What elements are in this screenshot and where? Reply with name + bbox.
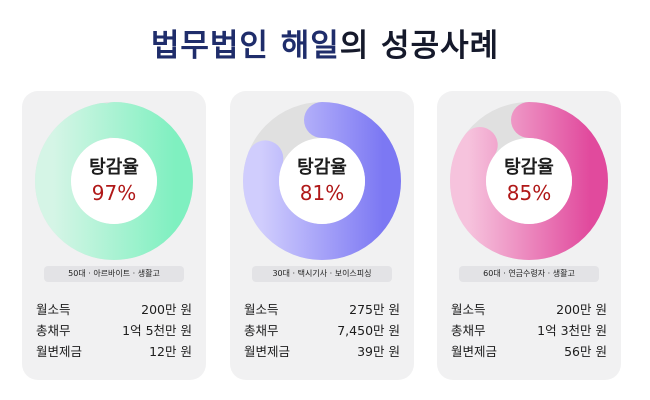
stat-label: 월변제금 xyxy=(244,344,291,359)
case-card-3: 탕감율 85% 60대 · 연금수령자 · 생활고 월소득 200만 원 총채무… xyxy=(437,91,621,380)
donut-center xyxy=(279,138,365,224)
stat-row-monthly-payment: 월변제금 12만 원 xyxy=(36,341,192,362)
stat-row-monthly-payment: 월변제금 56만 원 xyxy=(451,341,607,362)
case-stats: 월소득 275만 원 총채무 7,450만 원 월변제금 39만 원 xyxy=(244,299,400,362)
stat-label: 총채무 xyxy=(36,323,71,338)
donut-chart xyxy=(243,102,401,260)
stat-label: 월소득 xyxy=(451,302,486,317)
stat-label: 월변제금 xyxy=(36,344,83,359)
donut-chart xyxy=(35,102,193,260)
stat-label: 월소득 xyxy=(36,302,71,317)
title-suffix: 의 성공사례 xyxy=(339,28,500,64)
stat-value: 200만 원 xyxy=(556,302,607,317)
page-title: 법무법인 해일의 성공사례 xyxy=(0,20,650,65)
stat-value: 39만 원 xyxy=(357,344,400,359)
stat-row-monthly-income: 월소득 275만 원 xyxy=(244,299,400,320)
donut-center xyxy=(71,138,157,224)
reduction-rate-value: 81% xyxy=(299,181,345,205)
stat-value: 7,450만 원 xyxy=(337,323,400,338)
reduction-rate-value: 85% xyxy=(506,181,552,205)
reduction-rate-label: 탕감율 xyxy=(504,157,554,178)
stat-row-total-debt: 총채무 1억 5천만 원 xyxy=(36,320,192,341)
donut-center xyxy=(486,138,572,224)
donut-arc xyxy=(243,102,401,260)
stat-label: 월소득 xyxy=(244,302,279,317)
stat-row-total-debt: 총채무 7,450만 원 xyxy=(244,320,400,341)
stat-row-total-debt: 총채무 1억 3천만 원 xyxy=(451,320,607,341)
case-tag: 50대 · 아르바이트 · 생활고 xyxy=(44,266,184,282)
title-firm-name: 법무법인 해일 xyxy=(150,28,340,64)
case-tag: 60대 · 연금수령자 · 생활고 xyxy=(459,266,599,282)
case-card-1: 탕감율 97% 50대 · 아르바이트 · 생활고 월소득 200만 원 총채무… xyxy=(22,91,206,380)
donut-chart xyxy=(450,102,608,260)
stat-row-monthly-income: 월소득 200만 원 xyxy=(451,299,607,320)
case-stats: 월소득 200만 원 총채무 1억 5천만 원 월변제금 12만 원 xyxy=(36,299,192,362)
stat-value: 1억 5천만 원 xyxy=(122,323,192,338)
reduction-rate-label: 탕감율 xyxy=(297,157,347,178)
stat-value: 275만 원 xyxy=(349,302,400,317)
case-tag: 30대 · 택시기사 · 보이스피싱 xyxy=(252,266,392,282)
stat-label: 월변제금 xyxy=(451,344,498,359)
case-stats: 월소득 200만 원 총채무 1억 3천만 원 월변제금 56만 원 xyxy=(451,299,607,362)
donut-arc xyxy=(35,102,193,260)
stat-label: 총채무 xyxy=(244,323,279,338)
stat-label: 총채무 xyxy=(451,323,486,338)
stat-value: 56만 원 xyxy=(564,344,607,359)
reduction-rate-label: 탕감율 xyxy=(89,157,139,178)
stat-value: 200만 원 xyxy=(141,302,192,317)
donut-arc xyxy=(450,102,608,260)
reduction-rate-value: 97% xyxy=(91,181,137,205)
case-card-2: 탕감율 81% 30대 · 택시기사 · 보이스피싱 월소득 275만 원 총채… xyxy=(230,91,414,380)
stat-value: 12만 원 xyxy=(149,344,192,359)
stat-value: 1억 3천만 원 xyxy=(537,323,607,338)
stat-row-monthly-payment: 월변제금 39만 원 xyxy=(244,341,400,362)
stat-row-monthly-income: 월소득 200만 원 xyxy=(36,299,192,320)
